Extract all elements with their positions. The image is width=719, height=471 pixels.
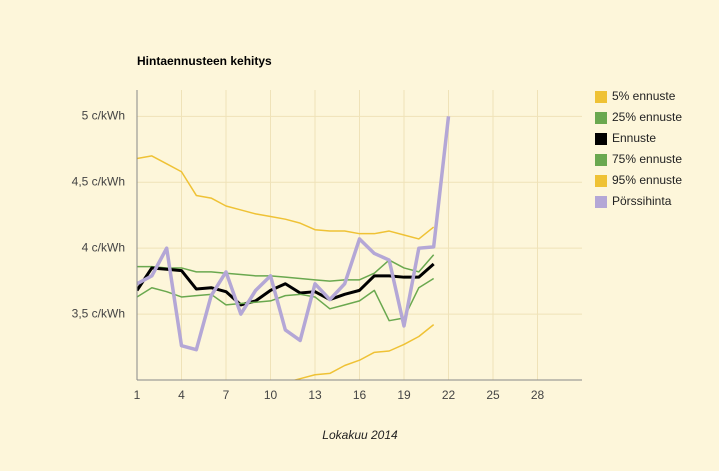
legend-label: 25% ennuste bbox=[612, 110, 682, 124]
legend-swatch bbox=[595, 196, 607, 208]
legend-label: 75% ennuste bbox=[612, 152, 682, 166]
y-tick-label: 5 c/kWh bbox=[82, 109, 125, 123]
legend-swatch bbox=[595, 133, 607, 145]
x-tick-label: 19 bbox=[397, 388, 411, 402]
series-line bbox=[137, 155, 435, 240]
x-tick-label: 25 bbox=[486, 388, 500, 402]
x-axis-label: Lokakuu 2014 bbox=[322, 428, 398, 442]
y-tick-label: 3,5 c/kWh bbox=[72, 306, 125, 320]
legend-swatch bbox=[595, 154, 607, 166]
x-tick-label: 16 bbox=[353, 388, 367, 402]
series-line bbox=[137, 116, 451, 352]
series-line bbox=[137, 277, 435, 322]
y-tick-label: 4,5 c/kWh bbox=[72, 174, 125, 188]
legend-label: Ennuste bbox=[612, 131, 656, 145]
legend-swatch bbox=[595, 175, 607, 187]
y-tick-label: 4 c/kWh bbox=[82, 240, 125, 254]
legend-label: 95% ennuste bbox=[612, 173, 682, 187]
x-tick-label: 13 bbox=[308, 388, 322, 402]
legend-label: Pörssihinta bbox=[612, 194, 672, 208]
legend-swatch bbox=[595, 112, 607, 124]
x-tick-label: 22 bbox=[442, 388, 456, 402]
x-tick-label: 10 bbox=[264, 388, 278, 402]
series-line bbox=[292, 324, 435, 380]
series-line bbox=[137, 254, 435, 282]
x-tick-label: 7 bbox=[223, 388, 230, 402]
chart-title: Hintaennusteen kehitys bbox=[137, 54, 272, 68]
x-tick-label: 1 bbox=[134, 388, 141, 402]
x-tick-label: 28 bbox=[531, 388, 545, 402]
legend-label: 5% ennuste bbox=[612, 89, 676, 103]
x-tick-label: 4 bbox=[178, 388, 185, 402]
legend-swatch bbox=[595, 91, 607, 103]
series-line bbox=[137, 262, 435, 307]
